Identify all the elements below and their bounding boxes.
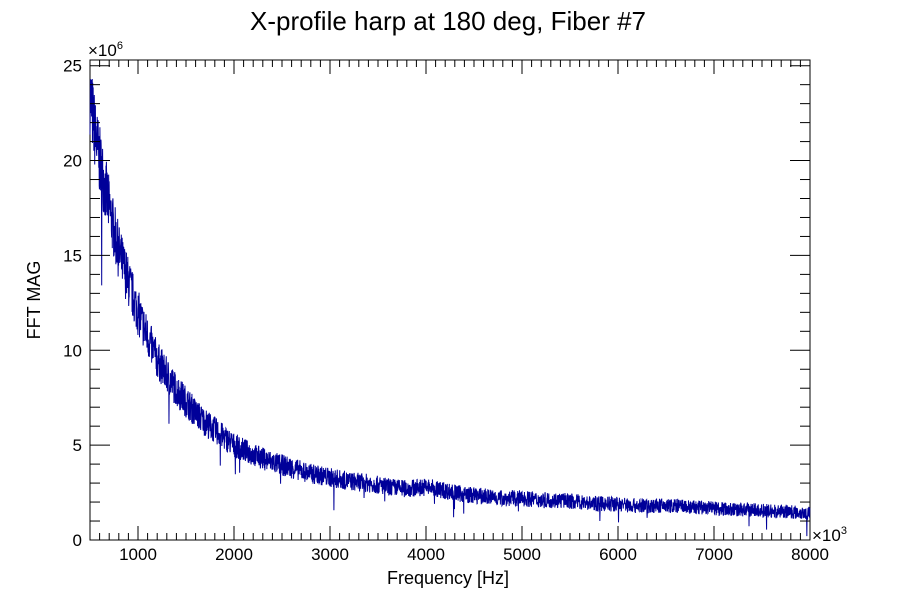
x-tick-label: 7000	[695, 545, 733, 564]
y-axis-multiplier: ×106	[88, 40, 123, 60]
plot-area	[89, 59, 811, 541]
y-tick-label: 10	[63, 341, 82, 360]
y-tick-label: 0	[73, 531, 82, 550]
x-tick-label: 4000	[407, 545, 445, 564]
x-tick-label: 8000	[791, 545, 829, 564]
y-tick-label: 20	[63, 152, 82, 171]
x-axis-label: Frequency [Hz]	[387, 568, 509, 588]
y-tick-label: 25	[63, 57, 82, 76]
x-tick-label: 3000	[311, 545, 349, 564]
x-axis-ticks: 1000 2000 3000 4000 5000 6000 7000 8000	[89, 60, 829, 564]
x-axis-multiplier: ×103	[812, 525, 847, 545]
y-tick-label: 5	[73, 436, 82, 455]
y-axis-ticks: 0 5 10 15 20 25	[63, 57, 810, 550]
x-tick-label: 1000	[119, 545, 157, 564]
x-tick-label: 6000	[599, 545, 637, 564]
chart-title: X-profile harp at 180 deg, Fiber #7	[250, 6, 646, 36]
x-tick-label: 5000	[503, 545, 541, 564]
x-tick-label: 2000	[215, 545, 253, 564]
y-axis-label: FFT MAG	[24, 261, 44, 340]
plot-frame	[89, 59, 811, 541]
fft-magnitude-line	[89, 78, 811, 537]
y-tick-label: 15	[63, 246, 82, 265]
